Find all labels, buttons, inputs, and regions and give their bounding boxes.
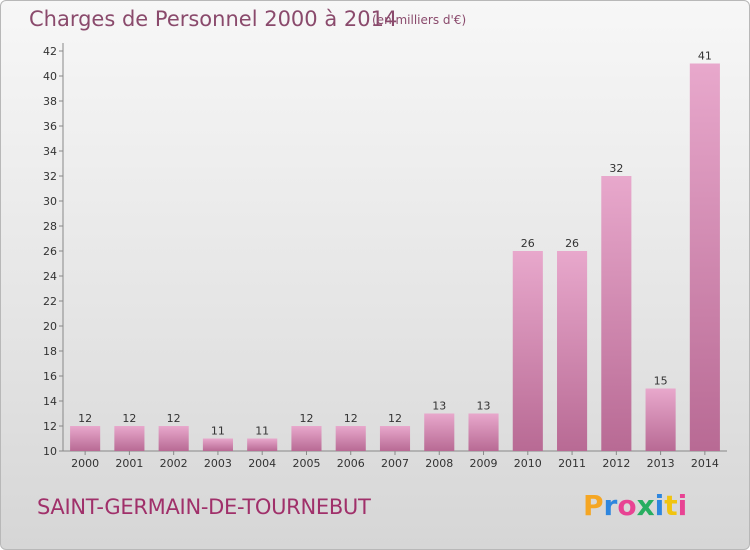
y-tick-label: 40 — [43, 70, 57, 83]
y-tick-label: 38 — [43, 95, 57, 108]
y-tick-label: 42 — [43, 45, 57, 58]
value-label: 12 — [344, 412, 358, 425]
y-axis: 10 12 14 16 18 20 22 24 26 28 30 32 34 36 38 40 42 — [43, 43, 64, 458]
x-tick-label: 2007 — [381, 457, 409, 470]
x-tick-label: 2011 — [558, 457, 586, 470]
bar-2001 — [114, 426, 145, 451]
logo-letter: i — [677, 489, 688, 522]
value-label: 15 — [654, 375, 668, 388]
bar-2013 — [645, 388, 676, 451]
x-tick-label: 2010 — [514, 457, 542, 470]
value-label: 41 — [698, 50, 712, 63]
value-label: 12 — [122, 412, 136, 425]
x-tick-label: 2006 — [337, 457, 365, 470]
bar-2006 — [335, 426, 366, 451]
bar-2004 — [247, 438, 278, 451]
x-tick-label: 2001 — [115, 457, 143, 470]
x-tick-label: 2002 — [160, 457, 188, 470]
y-tick-label: 32 — [43, 170, 57, 183]
y-tick-label: 34 — [43, 145, 57, 158]
value-labels: 12 12 12 11 11 12 12 12 13 13 26 26 32 15 41 — [78, 50, 712, 438]
commune-name: SAINT-GERMAIN-DE-TOURNEBUT — [37, 495, 371, 519]
bar-2002 — [158, 426, 189, 451]
bar-2010 — [512, 251, 543, 451]
y-tick-label: 22 — [43, 295, 57, 308]
value-label: 26 — [521, 237, 535, 250]
x-axis: 2000 2001 2002 2003 2004 2005 2006 2007 2008 2009… — [63, 450, 727, 470]
value-label: 13 — [477, 400, 491, 413]
proxiti-logo[interactable]: Proxiti — [583, 489, 687, 522]
y-tick-label: 20 — [43, 320, 57, 333]
x-tick-label: 2009 — [470, 457, 498, 470]
bar-2005 — [291, 426, 322, 451]
value-label: 12 — [388, 412, 402, 425]
chart-title: Charges de Personnel 2000 à 2014 — [29, 7, 398, 31]
value-label: 12 — [78, 412, 92, 425]
x-tick-label: 2005 — [292, 457, 320, 470]
x-tick-label: 2004 — [248, 457, 276, 470]
y-tick-label: 24 — [43, 270, 57, 283]
x-tick-label: 2014 — [691, 457, 719, 470]
value-label: 32 — [609, 162, 623, 175]
y-tick-label: 12 — [43, 420, 57, 433]
y-tick-label: 14 — [43, 395, 57, 408]
y-tick-label: 10 — [43, 445, 57, 458]
x-tick-label: 2008 — [425, 457, 453, 470]
logo-letter: t — [664, 489, 678, 522]
y-tick-label: 36 — [43, 120, 57, 133]
value-label: 26 — [565, 237, 579, 250]
value-label: 11 — [211, 425, 225, 438]
x-tick-label: 2000 — [71, 457, 99, 470]
value-label: 12 — [167, 412, 181, 425]
value-label: 12 — [299, 412, 313, 425]
logo-letter: o — [617, 489, 637, 522]
y-tick-label: 28 — [43, 220, 57, 233]
logo-letter: r — [603, 489, 618, 522]
logo-letter: x — [636, 489, 655, 522]
value-label: 13 — [432, 400, 446, 413]
bar-2007 — [379, 426, 411, 451]
bar-2014 — [689, 63, 720, 451]
value-label: 11 — [255, 425, 269, 438]
bar-2011 — [557, 251, 588, 451]
bar-2009 — [468, 413, 499, 451]
x-tick-label: 2013 — [647, 457, 675, 470]
bar-2000 — [70, 426, 101, 451]
y-tick-label: 26 — [43, 245, 57, 258]
logo-letter: i — [654, 489, 665, 522]
y-tick-label: 16 — [43, 370, 57, 383]
logo-letter: P — [583, 489, 604, 522]
bar-2012 — [601, 176, 632, 451]
x-tick-label: 2003 — [204, 457, 232, 470]
chart-subtitle: (en milliers d'€) — [372, 13, 467, 27]
y-tick-label: 18 — [43, 345, 57, 358]
x-tick-label: 2012 — [602, 457, 630, 470]
bars — [70, 63, 720, 451]
bar-2008 — [424, 413, 455, 451]
bar-2003 — [202, 438, 233, 451]
y-tick-label: 30 — [43, 195, 57, 208]
